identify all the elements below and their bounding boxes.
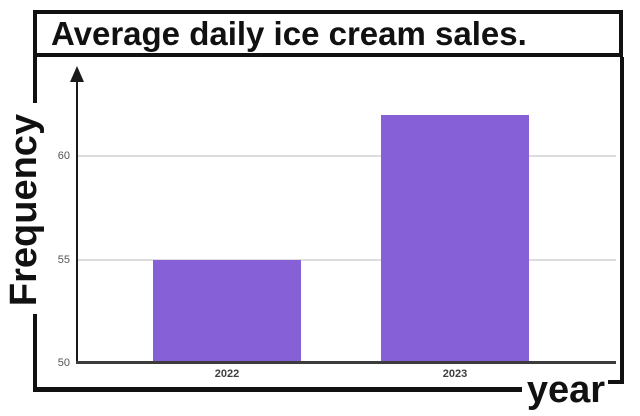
y-axis-arrow-icon <box>70 66 84 82</box>
frame-border-right <box>620 57 624 384</box>
x-axis-line <box>76 361 616 364</box>
frame-border-left-lower <box>33 314 37 392</box>
grid-line <box>77 155 616 157</box>
x-tick-label: 2023 <box>442 368 468 380</box>
y-axis-title: Frequency <box>3 113 45 307</box>
y-axis-line <box>76 80 78 363</box>
grid-line <box>77 258 616 261</box>
y-tick-label: 60 <box>57 150 70 162</box>
frame-border-bottom-right-dash <box>608 380 624 384</box>
bar <box>153 259 301 361</box>
x-axis-title: year <box>526 369 606 411</box>
chart-title: Average daily ice cream sales. <box>51 14 527 52</box>
frame-border-left-upper <box>33 57 37 103</box>
frame-border-bottom <box>33 387 522 392</box>
bar <box>381 114 529 361</box>
y-tick-label: 50 <box>57 357 70 369</box>
y-tick-label: 55 <box>57 253 70 266</box>
x-tick-label: 2022 <box>214 368 240 380</box>
chart-title-box: Average daily ice cream sales. <box>33 10 623 57</box>
